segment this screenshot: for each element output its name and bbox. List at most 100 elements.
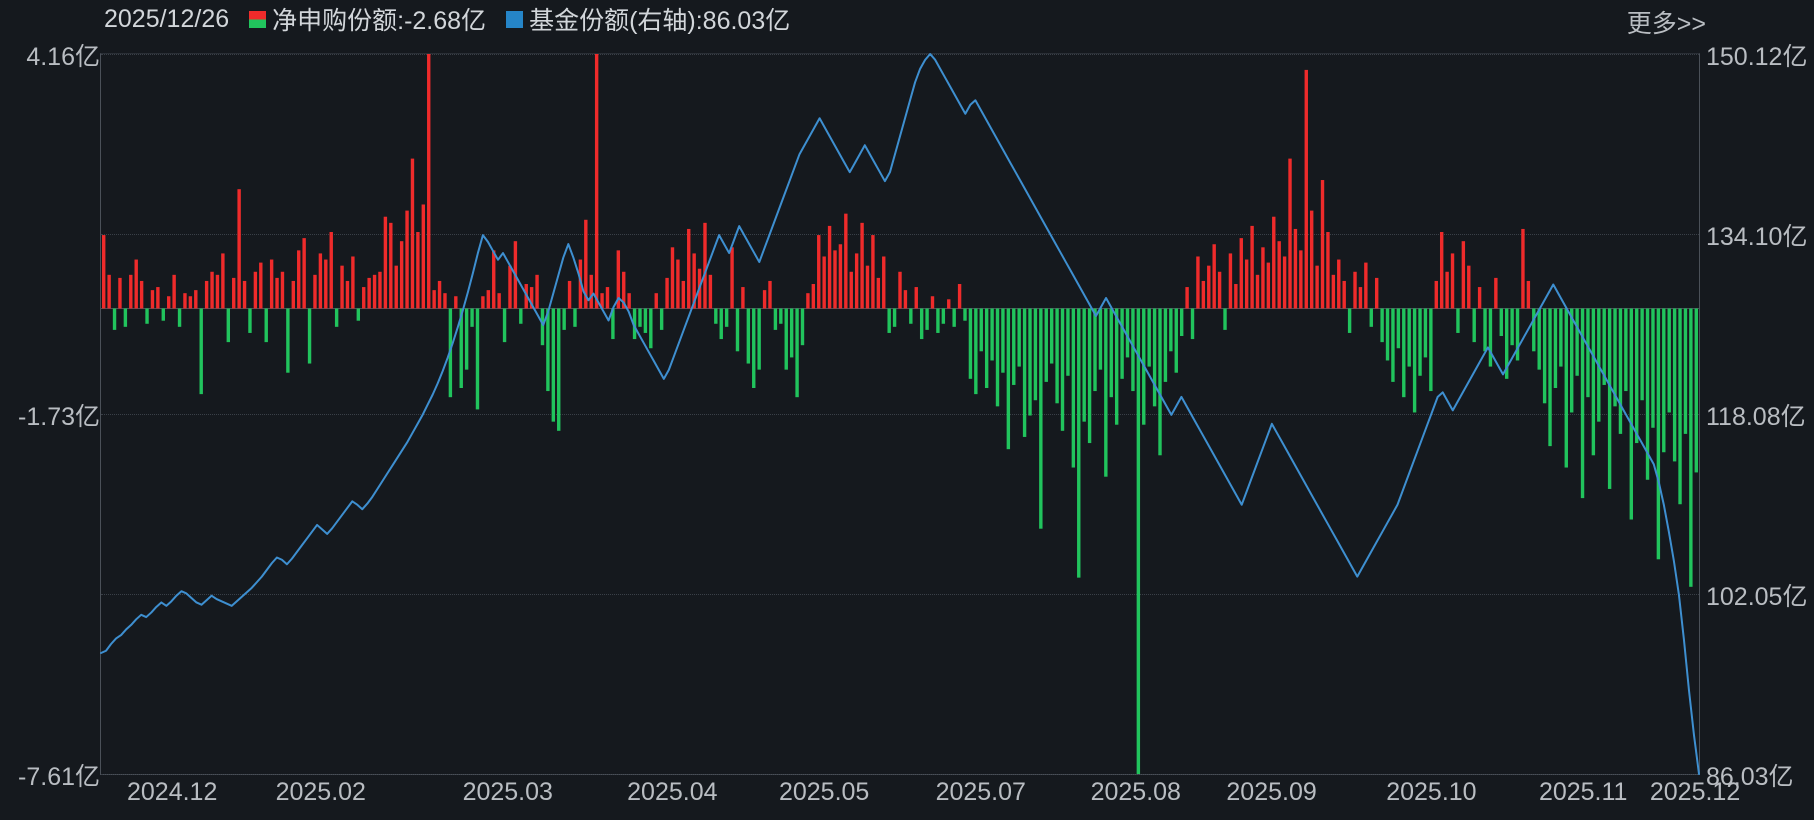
gridline — [101, 594, 1699, 596]
bar — [210, 271, 214, 309]
bar — [1407, 308, 1411, 367]
bar — [909, 308, 913, 324]
bar — [1358, 287, 1363, 309]
bar — [1369, 308, 1373, 327]
bar — [286, 308, 290, 373]
bar — [535, 274, 539, 309]
bar — [681, 280, 686, 309]
bar — [172, 274, 176, 309]
bar — [600, 293, 604, 309]
bar — [1380, 308, 1384, 343]
bar — [676, 259, 680, 309]
bar — [253, 271, 258, 309]
bar — [822, 256, 826, 309]
bar — [703, 222, 707, 309]
x-axis-tick: 2025.02 — [275, 778, 366, 806]
bar — [1331, 274, 1336, 309]
legend-label-net-subscription: 净申购份额:-2.68亿 — [272, 7, 487, 35]
bar — [1077, 308, 1081, 578]
bar — [1467, 265, 1471, 309]
bar — [1104, 308, 1108, 477]
bar — [1656, 308, 1661, 560]
bar — [356, 308, 361, 321]
x-axis-tick: 2025.03 — [462, 778, 553, 806]
bar — [1125, 308, 1130, 358]
bar — [307, 308, 312, 364]
bar — [188, 296, 193, 309]
bar — [302, 238, 306, 309]
bar — [665, 277, 669, 309]
bar — [1207, 265, 1211, 309]
bar — [854, 253, 859, 309]
x-axis-tick: 2025.07 — [935, 778, 1026, 806]
legend-item-fund-shares[interactable]: 基金份额(右轴):86.03亿 — [506, 1, 790, 37]
bar — [264, 308, 268, 343]
bar — [475, 308, 480, 410]
bar — [567, 280, 572, 309]
bar — [1678, 308, 1682, 505]
bar — [318, 253, 323, 309]
bar — [1445, 271, 1449, 309]
bar — [1613, 308, 1617, 407]
gridline — [101, 54, 1699, 55]
bar — [990, 308, 994, 361]
bar — [1542, 308, 1547, 404]
bar — [362, 287, 366, 309]
bar — [1033, 308, 1038, 401]
bar — [1450, 253, 1455, 309]
bar — [838, 244, 843, 309]
bar — [1244, 259, 1249, 309]
bar — [399, 241, 404, 309]
bar — [1672, 308, 1677, 462]
bar — [1120, 308, 1124, 379]
chart-header: 2025/12/26 净申购份额:-2.68亿 基金份额(右轴):86.03亿 — [0, 0, 1814, 38]
legend-item-net-subscription[interactable]: 净申购份额:-2.68亿 — [249, 1, 486, 37]
bar — [1315, 265, 1319, 309]
bar — [1022, 308, 1027, 437]
bar — [1250, 225, 1254, 309]
bar — [275, 277, 279, 309]
bar — [129, 274, 133, 309]
bar — [1418, 308, 1422, 376]
gridline — [101, 413, 1699, 415]
bar — [492, 250, 496, 309]
bar — [584, 219, 588, 309]
bar — [589, 274, 593, 309]
bar — [1136, 308, 1141, 774]
bar — [1147, 308, 1151, 367]
bar — [454, 296, 458, 309]
bar — [1066, 308, 1070, 376]
bar — [432, 290, 436, 309]
bar — [1152, 308, 1157, 407]
bar — [405, 210, 409, 309]
bar — [1439, 232, 1444, 309]
bar — [345, 280, 350, 309]
bar — [183, 293, 187, 309]
bar — [248, 308, 252, 333]
bar — [573, 308, 577, 327]
bar — [237, 189, 241, 309]
bar — [1385, 308, 1390, 361]
bar — [134, 259, 138, 309]
bar — [860, 222, 864, 309]
bar — [1082, 308, 1086, 422]
bar — [150, 290, 155, 309]
bar — [892, 308, 897, 327]
bar — [844, 213, 848, 309]
y-axis-left-tick: -7.61亿 — [18, 763, 100, 791]
more-link[interactable]: 更多>> — [1626, 10, 1706, 38]
bar — [1201, 280, 1206, 309]
x-axis-tick: 2025.05 — [778, 778, 870, 806]
bar — [1461, 241, 1466, 309]
bar — [1472, 308, 1476, 343]
bar — [1570, 308, 1574, 413]
bar — [1212, 244, 1216, 309]
bar — [789, 308, 794, 358]
legend-swatch-net-subscription-icon — [249, 10, 267, 28]
bar — [1515, 308, 1520, 361]
bar — [242, 280, 247, 309]
bar — [773, 308, 778, 330]
bar — [145, 308, 149, 324]
bar — [1239, 238, 1243, 309]
bar — [1012, 308, 1016, 385]
